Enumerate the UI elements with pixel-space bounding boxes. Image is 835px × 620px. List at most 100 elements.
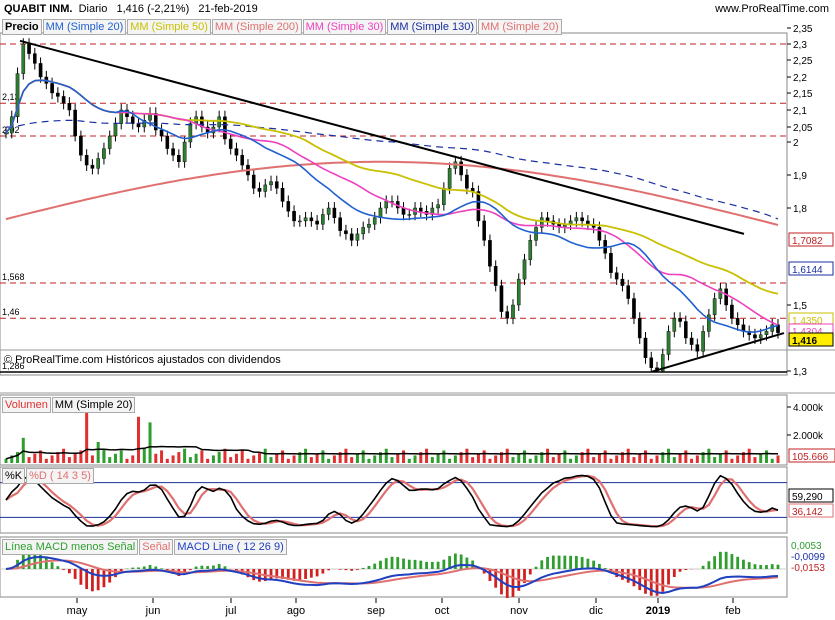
legend-mm20[interactable]: MM (Simple 20) <box>42 19 127 35</box>
candle-body <box>666 331 671 355</box>
level-label: 2,13 <box>2 92 20 102</box>
legend-mm130[interactable]: MM (Simple 130) <box>387 19 478 35</box>
macd-hist-bar <box>154 566 158 569</box>
legend-mm30[interactable]: MM (Simple 30) <box>302 19 387 35</box>
volume-bar <box>332 455 336 463</box>
volume-bar <box>240 450 244 463</box>
legend-mm50[interactable]: MM (Simple 50) <box>127 19 211 35</box>
legend-stoch-d[interactable]: %D ( 14 3 5) <box>26 468 94 484</box>
candle-body <box>107 135 112 149</box>
macd-hist-bar <box>396 557 400 569</box>
volume-bar <box>476 453 480 463</box>
volume-bar <box>263 448 267 463</box>
macd-hist-bar <box>770 564 774 569</box>
candle-body <box>223 116 227 140</box>
stoch-d-label: 36,142 <box>792 507 823 518</box>
macd-hist-bar <box>765 565 768 569</box>
candle-body <box>534 227 538 241</box>
volume-bar <box>597 453 601 463</box>
legend-macd-line[interactable]: MACD Line ( 12 26 9) <box>174 539 287 555</box>
candle-body <box>516 278 521 306</box>
legend-mm20b[interactable]: MM (Simple 20) <box>478 19 562 35</box>
candle-body <box>33 53 37 64</box>
candle-body <box>130 116 135 124</box>
volume-bar <box>540 452 544 463</box>
last-value-box <box>788 332 834 347</box>
volume-y-tick-label: 2.000k <box>793 431 824 442</box>
volume-bar <box>586 448 590 463</box>
macd-hist-bar <box>557 555 561 569</box>
candle-body <box>695 344 700 352</box>
volume-bar <box>33 453 37 463</box>
macd-hist-bar <box>736 556 740 569</box>
candle-body <box>292 211 296 222</box>
volume-bar <box>102 448 106 463</box>
volume-bar <box>234 453 238 463</box>
volume-bar <box>592 457 596 463</box>
macd-hist-bar <box>574 555 578 569</box>
volume-bar <box>517 453 521 463</box>
candle-body <box>493 266 498 286</box>
volume-bar <box>85 398 89 463</box>
volume-bar <box>286 458 290 463</box>
macd-hist-bar <box>425 561 428 569</box>
volume-bar <box>50 455 54 463</box>
candle-body <box>620 278 625 286</box>
candle-body <box>96 158 100 169</box>
candle-body <box>165 135 170 149</box>
legend-price[interactable]: Precio <box>2 19 42 35</box>
volume-bar <box>223 448 227 463</box>
volume-bar <box>574 455 578 463</box>
volume-bar <box>546 448 550 463</box>
mm30-line <box>5 79 779 326</box>
macd-hist-bar <box>603 568 607 569</box>
volume-bar <box>465 448 469 463</box>
volume-bar <box>148 422 152 463</box>
volume-bar <box>113 453 117 463</box>
macd-hist-bar <box>718 551 722 569</box>
volume-bar <box>632 457 636 463</box>
macd-hist-bar <box>384 558 388 569</box>
volume-bar <box>436 453 440 463</box>
price-y-tick-label: 1,9 <box>793 171 807 182</box>
x-tick-label: sep <box>367 605 385 617</box>
volume-bar <box>142 448 146 463</box>
candle-body <box>56 92 60 97</box>
volume-bar <box>62 448 66 463</box>
legend-volume-mm[interactable]: MM (Simple 20) <box>51 397 136 413</box>
macd-last-label: -0,0153 <box>791 563 825 574</box>
legend-stoch-k[interactable]: %K <box>2 468 26 484</box>
x-tick-label: 2019 <box>646 605 670 617</box>
volume-bar <box>327 458 331 463</box>
price-y-tick-label: 2,35 <box>793 24 813 35</box>
legend-mm200[interactable]: MM (Simple 200) <box>211 19 302 35</box>
legend-macd-signal[interactable]: Señal <box>139 539 174 555</box>
legend-macd-hist[interactable]: Línea MACD menos Señal <box>2 539 139 555</box>
macd-hist-bar <box>44 557 48 569</box>
volume-bar <box>67 457 71 463</box>
candle-body <box>672 318 677 332</box>
volume-bar <box>482 450 486 463</box>
candle-body <box>177 154 181 162</box>
candle-body <box>660 354 665 372</box>
macd-hist-bar <box>586 558 590 569</box>
volume-bar <box>384 448 388 463</box>
macd-hist-bar <box>79 569 83 585</box>
volume-bar <box>402 450 406 463</box>
candle-body <box>73 109 77 137</box>
volume-mm-line <box>5 445 779 460</box>
volume-bar <box>44 458 48 463</box>
macd-hist-bar <box>85 569 89 590</box>
volume-bar <box>79 450 83 463</box>
macd-last-label: 0,0053 <box>791 541 822 552</box>
legend-volume[interactable]: Volumen <box>2 397 51 413</box>
price-y-tick-label: 1,3 <box>793 367 807 378</box>
macd-hist-bar <box>505 569 509 598</box>
macd-hist-bar <box>580 557 584 569</box>
candle-body <box>228 138 233 149</box>
volume-bar <box>488 458 492 463</box>
volume-bar <box>119 450 123 463</box>
volume-bar <box>494 455 498 463</box>
candle-body <box>171 148 175 156</box>
volume-bar <box>672 457 676 463</box>
